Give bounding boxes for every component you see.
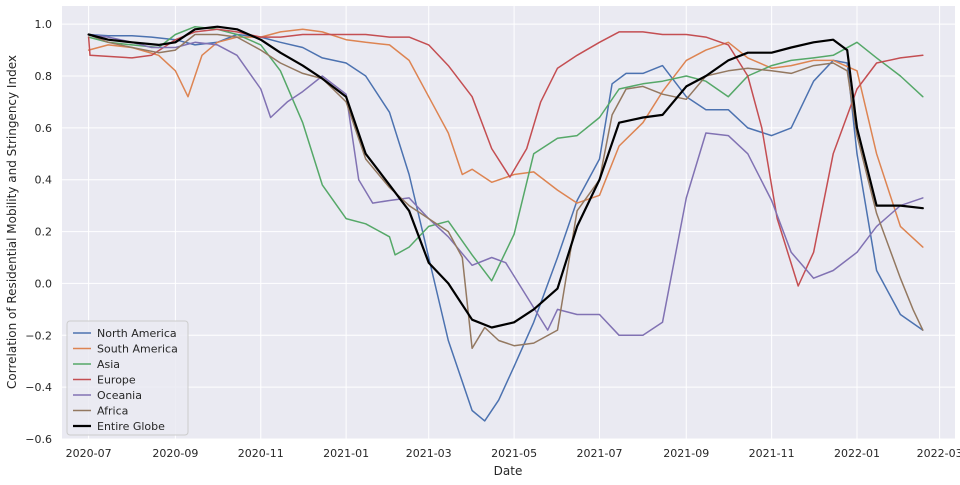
series-line-europe xyxy=(87,28,924,287)
y-tick-label: 0.8 xyxy=(35,70,53,83)
legend-entry: Entire Globe xyxy=(97,420,165,433)
plot-background xyxy=(62,6,955,439)
y-tick-label: 0.0 xyxy=(35,277,53,290)
series-lines xyxy=(87,25,924,422)
legend-entry: North America xyxy=(97,327,177,340)
x-tick-label: 2022-03 xyxy=(917,447,960,460)
legend: North America South America Asia Europe Ocea… xyxy=(66,320,189,436)
x-tick-label: 2021-01 xyxy=(323,447,369,460)
series-line-asia xyxy=(87,25,924,282)
series-line-entire-globe xyxy=(87,25,924,329)
series-line-oceania xyxy=(87,33,924,337)
legend-entry: Oceania xyxy=(97,389,142,402)
series-line-africa xyxy=(87,33,924,350)
x-axis-label: Date xyxy=(494,464,523,478)
x-tick-label: 2020-07 xyxy=(66,447,112,460)
y-tick-label: 0.2 xyxy=(35,226,53,239)
legend-frame xyxy=(66,320,189,436)
x-tick-label: 2021-07 xyxy=(576,447,622,460)
y-tick-label: 0.4 xyxy=(35,174,53,187)
y-axis-ticks: −0.6 −0.4 −0.2 0.0 0.2 0.4 0.6 0.8 1.0 xyxy=(25,18,52,446)
y-tick-label: 0.6 xyxy=(35,122,53,135)
legend-entry: Asia xyxy=(97,358,120,371)
x-tick-label: 2020-09 xyxy=(152,447,198,460)
x-tick-label: 2021-09 xyxy=(663,447,709,460)
x-axis-ticks: 2020-07 2020-09 2020-11 2021-01 2021-03 2021-… xyxy=(66,447,960,460)
grid xyxy=(62,6,955,440)
x-tick-label: 2022-01 xyxy=(834,447,880,460)
legend-entry: South America xyxy=(97,343,178,356)
y-axis-label: Correlation of Residential Mobility and … xyxy=(5,55,19,389)
y-tick-label: 1.0 xyxy=(35,18,53,31)
y-tick-label: −0.6 xyxy=(25,433,52,446)
x-tick-label: 2021-05 xyxy=(491,447,537,460)
legend-entry: Africa xyxy=(97,405,128,418)
y-tick-label: −0.4 xyxy=(25,381,52,394)
x-tick-label: 2020-11 xyxy=(238,447,284,460)
x-tick-label: 2021-03 xyxy=(406,447,452,460)
x-tick-label: 2021-11 xyxy=(749,447,795,460)
legend-entry: Europe xyxy=(97,374,136,387)
y-tick-label: −0.2 xyxy=(25,329,52,342)
